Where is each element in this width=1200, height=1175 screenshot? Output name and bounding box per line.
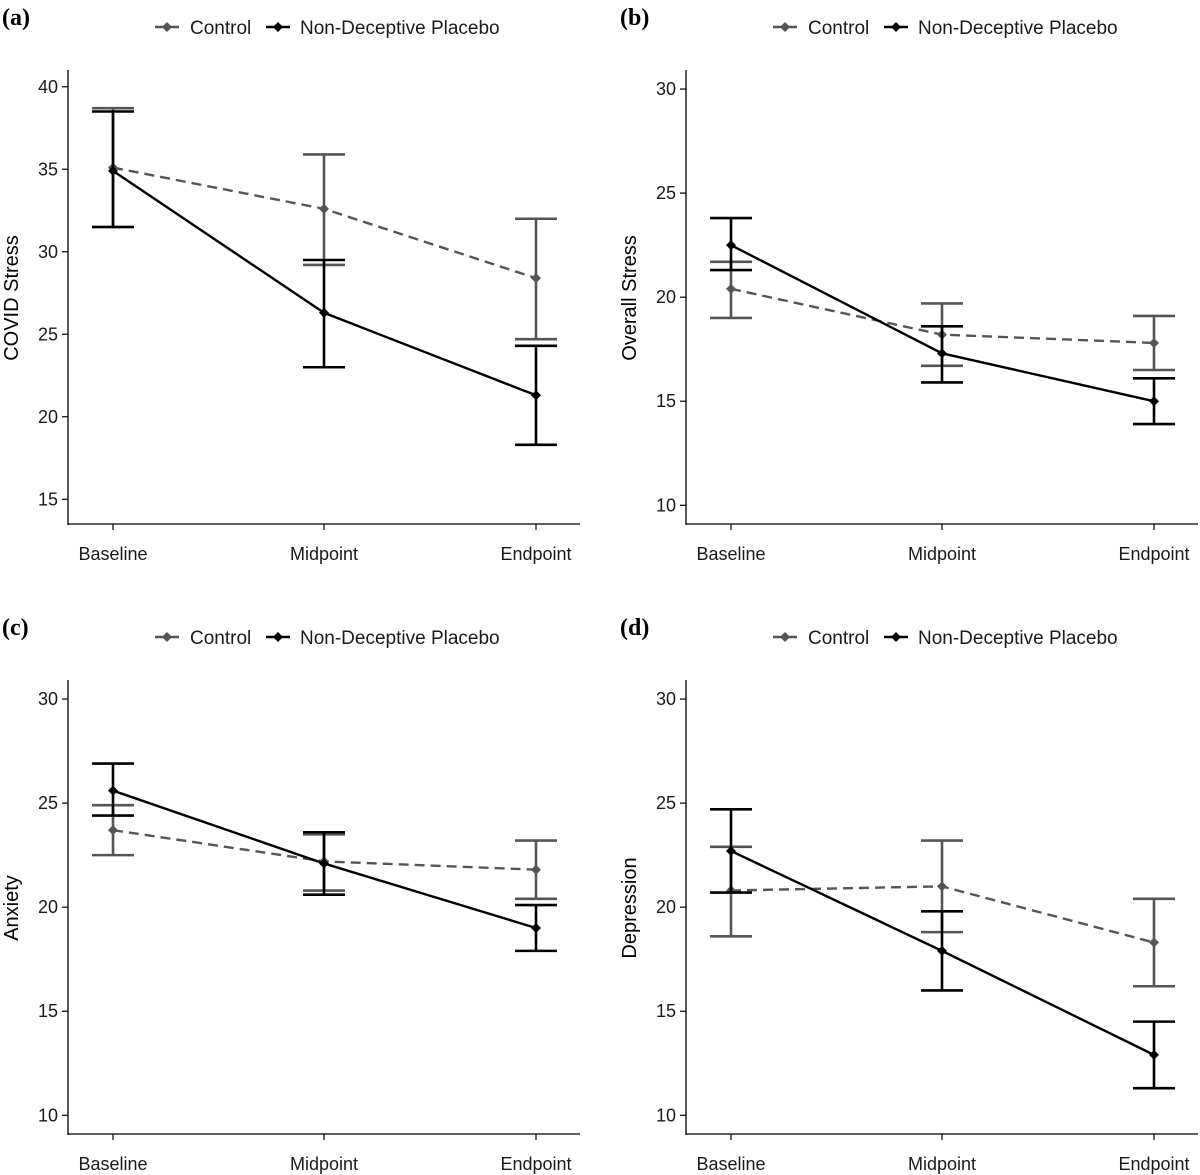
legend-label: Control	[190, 18, 251, 39]
y-tick-label: 30	[656, 79, 676, 99]
x-tick-label: Baseline	[696, 544, 765, 564]
legend-label: Control	[190, 628, 251, 649]
data-point	[108, 165, 118, 176]
x-tick-label: Baseline	[78, 1154, 147, 1174]
y-tick-label: 15	[38, 489, 58, 509]
y-tick-label: 20	[38, 407, 58, 427]
legend-label: Control	[808, 628, 869, 649]
legend-marker	[891, 632, 901, 642]
data-point	[726, 845, 736, 856]
legend-marker	[891, 22, 901, 32]
x-tick-label: Endpoint	[1118, 544, 1189, 564]
legend-item-control: Control	[155, 18, 251, 39]
data-point	[319, 858, 329, 869]
x-tick-label: Midpoint	[290, 544, 358, 564]
x-tick-label: Endpoint	[500, 1154, 571, 1174]
y-axis-title: Anxiety	[1, 875, 23, 941]
data-point	[1149, 1049, 1159, 1060]
panel-label: (b)	[620, 5, 649, 31]
x-tick-label: Midpoint	[908, 1154, 976, 1174]
y-tick-label: 25	[38, 324, 58, 344]
y-tick-label: 30	[38, 689, 58, 709]
data-point	[319, 307, 329, 318]
y-tick-label: 20	[656, 287, 676, 307]
data-point	[108, 825, 118, 836]
legend-marker	[273, 22, 283, 32]
legend-label: Non-Deceptive Placebo	[300, 18, 500, 39]
data-point	[726, 240, 736, 251]
chart-panel-1: (a) Control Non-Deceptive Placebo 15 20 25 30 3…	[1, 5, 580, 564]
x-tick-label: Midpoint	[290, 1154, 358, 1174]
legend-item-placebo: Non-Deceptive Placebo	[266, 18, 500, 39]
panel-label: (d)	[620, 615, 649, 641]
x-tick-label: Baseline	[78, 544, 147, 564]
legend-item-placebo: Non-Deceptive Placebo	[266, 628, 500, 649]
panel-label: (a)	[2, 5, 30, 31]
y-tick-label: 15	[38, 1001, 58, 1021]
legend-item-control: Control	[773, 18, 869, 39]
data-point	[531, 390, 541, 401]
legend-item-control: Control	[773, 628, 869, 649]
legend-item-placebo: Non-Deceptive Placebo	[884, 628, 1118, 649]
legend-marker	[273, 632, 283, 642]
y-tick-label: 10	[656, 1105, 676, 1125]
y-tick-label: 20	[656, 897, 676, 917]
y-tick-label: 25	[656, 183, 676, 203]
legend: Control Non-Deceptive Placebo	[155, 628, 500, 649]
data-point	[937, 945, 947, 956]
y-tick-label: 30	[38, 242, 58, 262]
legend-item-control: Control	[155, 628, 251, 649]
series-placebo	[710, 216, 1175, 426]
chart-panel-3: (c) Control Non-Deceptive Placebo 10 15 20 25 3…	[1, 615, 580, 1174]
y-tick-label: 25	[656, 793, 676, 813]
legend: Control Non-Deceptive Placebo	[773, 628, 1118, 649]
y-tick-label: 30	[656, 689, 676, 709]
legend-label: Non-Deceptive Placebo	[918, 18, 1118, 39]
y-tick-label: 35	[38, 159, 58, 179]
panel-label: (c)	[2, 615, 29, 641]
x-tick-label: Endpoint	[500, 544, 571, 564]
legend-label: Non-Deceptive Placebo	[918, 628, 1118, 649]
y-axis-title: COVID Stress	[1, 235, 23, 361]
legend-marker	[162, 632, 172, 642]
legend: Control Non-Deceptive Placebo	[773, 18, 1118, 39]
series-placebo	[92, 762, 557, 953]
series-placebo	[92, 110, 557, 447]
data-point	[319, 203, 329, 214]
y-tick-label: 40	[38, 77, 58, 97]
data-point	[937, 881, 947, 892]
x-tick-label: Endpoint	[1118, 1154, 1189, 1174]
data-point	[531, 864, 541, 875]
data-point	[937, 348, 947, 359]
chart-panel-2: (b) Control Non-Deceptive Placebo 10 15 20 25 3…	[619, 5, 1198, 564]
data-point	[531, 922, 541, 933]
legend-marker	[780, 22, 790, 32]
y-tick-label: 15	[656, 1001, 676, 1021]
y-tick-label: 15	[656, 391, 676, 411]
y-axis-title: Depression	[619, 857, 641, 958]
data-point	[1149, 937, 1159, 948]
chart-panel-4: (d) Control Non-Deceptive Placebo 10 15 20 25 3…	[619, 615, 1198, 1174]
series-placebo	[710, 808, 1175, 1090]
data-point	[531, 273, 541, 284]
data-point	[1149, 396, 1159, 407]
legend-marker	[780, 632, 790, 642]
legend-item-placebo: Non-Deceptive Placebo	[884, 18, 1118, 39]
data-point	[1149, 337, 1159, 348]
y-tick-label: 10	[38, 1105, 58, 1125]
legend-marker	[162, 22, 172, 32]
y-tick-label: 10	[656, 495, 676, 515]
y-tick-label: 25	[38, 793, 58, 813]
data-point	[726, 283, 736, 294]
x-tick-label: Baseline	[696, 1154, 765, 1174]
data-point	[108, 785, 118, 796]
legend-label: Non-Deceptive Placebo	[300, 628, 500, 649]
y-tick-label: 20	[38, 897, 58, 917]
legend: Control Non-Deceptive Placebo	[155, 18, 500, 39]
x-tick-label: Midpoint	[908, 544, 976, 564]
legend-label: Control	[808, 18, 869, 39]
y-axis-title: Overall Stress	[619, 235, 641, 361]
